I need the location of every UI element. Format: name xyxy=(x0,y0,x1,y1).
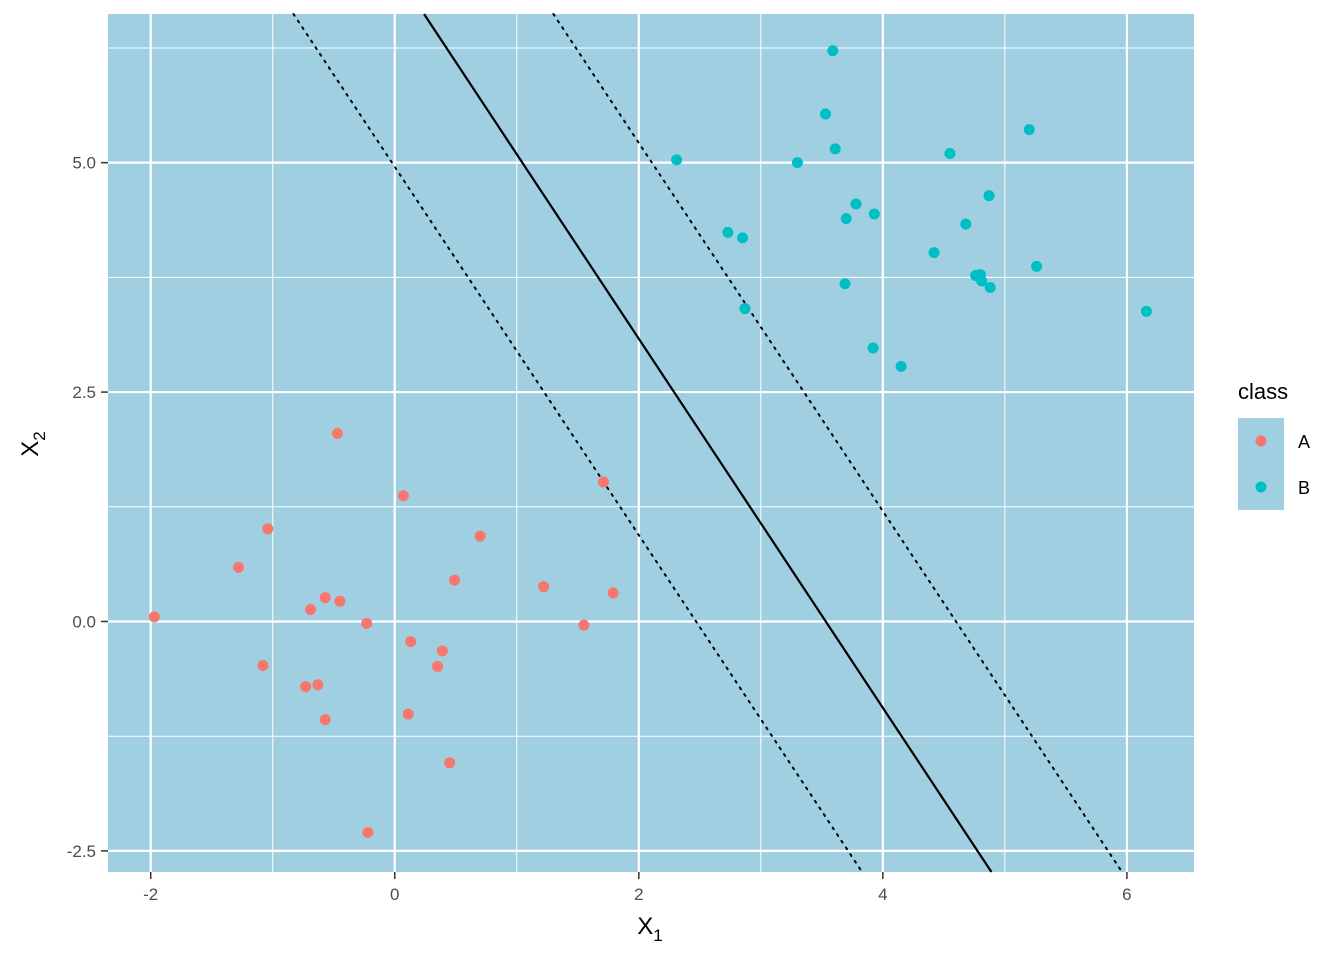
point-class-a xyxy=(436,645,448,657)
point-class-a xyxy=(362,827,374,839)
y-axis-title: X2 xyxy=(17,431,49,456)
boundary-lines xyxy=(292,13,1124,873)
x-tick-label: 4 xyxy=(878,885,887,904)
point-class-b xyxy=(739,303,751,315)
point-class-a xyxy=(319,592,331,604)
data-points xyxy=(148,45,1152,839)
point-class-a xyxy=(444,757,456,769)
point-class-b xyxy=(960,218,972,230)
axis-ticks: -2 0 2 4 6 -2.5 0.0 2.5 5.0 xyxy=(67,154,1132,904)
point-class-a xyxy=(331,427,343,439)
y-tick-label: -2.5 xyxy=(67,842,96,861)
point-class-a xyxy=(597,476,609,488)
decision-boundary-line xyxy=(423,13,993,873)
legend-title: class xyxy=(1238,379,1288,404)
point-class-b xyxy=(840,213,852,225)
y-tick-label: 2.5 xyxy=(72,383,96,402)
point-class-a xyxy=(397,490,409,502)
point-class-a xyxy=(361,617,373,629)
point-class-b xyxy=(1031,260,1043,272)
x-tick-label: -2 xyxy=(143,885,158,904)
margin-lower-line xyxy=(292,13,864,873)
x-tick-label: 6 xyxy=(1122,885,1131,904)
point-class-a xyxy=(334,595,346,607)
plot-panel xyxy=(108,14,1194,872)
point-class-b xyxy=(827,45,839,57)
point-class-b xyxy=(868,208,880,220)
point-class-b xyxy=(850,198,862,210)
legend-label-b: B xyxy=(1298,478,1310,498)
point-class-b xyxy=(944,147,956,159)
legend-marker-a xyxy=(1255,435,1267,447)
point-class-b xyxy=(867,342,879,354)
point-class-a xyxy=(449,574,461,586)
point-class-b xyxy=(737,232,749,244)
point-class-a xyxy=(148,611,160,623)
point-class-a xyxy=(257,660,269,672)
point-class-b xyxy=(671,154,683,166)
point-class-a xyxy=(578,619,590,631)
y-tick-label: 5.0 xyxy=(72,154,96,173)
point-class-b xyxy=(722,226,734,238)
point-class-a xyxy=(431,660,443,672)
x-axis-title: X1 xyxy=(637,913,662,945)
point-class-a xyxy=(312,679,324,691)
y-tick-label: 0.0 xyxy=(72,612,96,631)
legend-marker-b xyxy=(1255,481,1267,493)
y-axis-title-subscript: 2 xyxy=(30,431,49,440)
point-class-a xyxy=(300,681,312,693)
x-axis-title-subscript: 1 xyxy=(653,926,662,945)
point-class-b xyxy=(983,190,995,202)
legend-label-a: A xyxy=(1298,432,1310,452)
x-tick-label: 2 xyxy=(634,885,643,904)
legend: class A B xyxy=(1238,379,1310,510)
point-class-a xyxy=(233,561,245,573)
point-class-a xyxy=(402,708,414,720)
point-class-b xyxy=(829,143,841,155)
point-class-b xyxy=(928,247,940,259)
point-class-b xyxy=(984,281,996,293)
point-class-a xyxy=(262,523,274,535)
point-class-a xyxy=(305,604,317,616)
point-class-b xyxy=(976,275,988,287)
point-class-a xyxy=(405,636,417,648)
point-class-b xyxy=(895,360,907,372)
point-class-b xyxy=(839,278,851,290)
point-class-b xyxy=(791,157,803,169)
point-class-b xyxy=(1140,305,1152,317)
point-class-b xyxy=(819,108,831,120)
point-class-a xyxy=(538,581,550,593)
x-tick-label: 0 xyxy=(390,885,399,904)
point-class-b xyxy=(1023,124,1035,136)
point-class-a xyxy=(319,714,331,726)
point-class-a xyxy=(474,530,486,542)
point-class-a xyxy=(607,587,619,599)
margin-upper-line xyxy=(552,13,1124,873)
